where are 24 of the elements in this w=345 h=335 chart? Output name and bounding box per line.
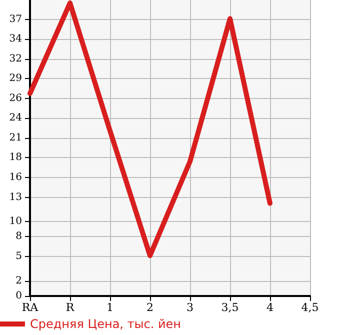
y-tick-label: 5 (16, 250, 22, 262)
x-tick-label: 4 (266, 301, 274, 314)
y-tick-label: 13 (9, 192, 22, 203)
y-tick-label: 37 (9, 14, 22, 25)
y-tick-label: 0 (16, 290, 22, 302)
y-tick-label: 2 (16, 276, 22, 287)
y-tick-label: 29 (9, 73, 22, 84)
y-tick-label: 16 (9, 172, 22, 183)
x-tick-label: RA (22, 301, 40, 314)
y-tick-label: 10 (9, 216, 22, 227)
y-tick-label: 34 (9, 34, 22, 45)
legend-label: Средняя Цена, тыс. йен (30, 317, 182, 331)
y-tick-label: 8 (16, 231, 22, 242)
y-tick-label: 32 (9, 53, 22, 64)
x-tick-label: 3,5 (221, 301, 239, 314)
y-tick-label: 26 (9, 92, 22, 104)
x-tick-label: R (66, 301, 75, 314)
x-tick-label: 2 (146, 301, 154, 314)
y-tick-label: 18 (9, 152, 22, 164)
y-tick-label: 24 (9, 112, 22, 124)
x-tick-label: 3 (186, 301, 194, 314)
x-tick-label: 1 (106, 301, 114, 314)
y-tick-label: 21 (9, 132, 22, 144)
x-tick-label: 4,5 (301, 301, 319, 314)
